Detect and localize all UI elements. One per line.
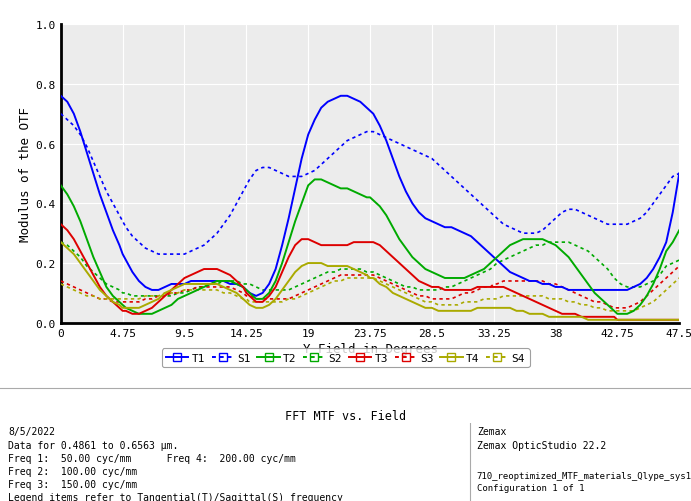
Text: 710_reoptimized_MTF_materials_Qlype_sys1.zos
Configuration 1 of 1: 710_reoptimized_MTF_materials_Qlype_sys1… [477,471,691,492]
Text: 8/5/2022
Data for 0.4861 to 0.6563 μm.
Freq 1:  50.00 cyc/mm      Freq 4:  200.0: 8/5/2022 Data for 0.4861 to 0.6563 μm. F… [8,426,343,501]
Text: FFT MTF vs. Field: FFT MTF vs. Field [285,409,406,422]
Legend: T1, S1, T2, S2, T3, S3, T4, S4: T1, S1, T2, S2, T3, S3, T4, S4 [162,349,529,368]
Text: Zemax
Zemax OpticStudio 22.2: Zemax Zemax OpticStudio 22.2 [477,426,606,449]
Y-axis label: Modulus of the OTF: Modulus of the OTF [19,107,32,241]
X-axis label: Y Field in Degrees: Y Field in Degrees [303,342,437,355]
